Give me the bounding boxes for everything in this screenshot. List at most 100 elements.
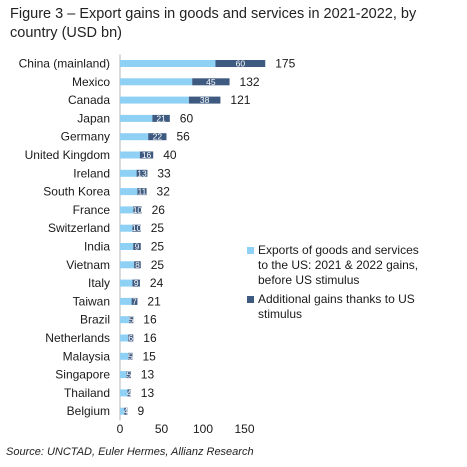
category-label-vietnam: Vietnam — [66, 258, 110, 272]
category-label-netherlands: Netherlands — [45, 331, 110, 345]
bar-before-stimulus-malaysia — [120, 352, 129, 360]
category-label-india: India — [84, 240, 110, 254]
total-value-united-kingdom: 40 — [163, 148, 177, 162]
additional-gains-value-malaysia: 5 — [128, 351, 133, 361]
additional-gains-value-canada: 38 — [200, 95, 210, 105]
additional-gains-value-switzerland: 10 — [132, 223, 142, 233]
total-value-singapore: 13 — [141, 368, 155, 382]
total-value-taiwan: 21 — [147, 294, 161, 308]
additional-gains-value-china-mainland: 60 — [236, 59, 246, 69]
bar-additional-gains-ireland — [136, 169, 148, 177]
bar-additional-gains-united-kingdom — [139, 151, 154, 159]
total-value-mexico: 132 — [240, 75, 260, 89]
x-tick-label-150: 150 — [234, 422, 254, 436]
additional-gains-value-singapore: 5 — [126, 370, 131, 380]
total-value-brazil: 16 — [143, 313, 157, 327]
bar-before-stimulus-singapore — [120, 371, 127, 379]
category-label-ireland: Ireland — [73, 166, 110, 180]
bar-before-stimulus-vietnam — [120, 261, 135, 269]
category-label-brazil: Brazil — [80, 313, 110, 327]
bar-additional-gains-germany — [148, 133, 167, 141]
bar-before-stimulus-thailand — [120, 389, 128, 397]
bar-before-stimulus-france — [120, 206, 134, 214]
category-label-germany: Germany — [61, 130, 110, 144]
category-label-japan: Japan — [77, 111, 110, 125]
category-label-thailand: Thailand — [64, 386, 110, 400]
bar-additional-gains-thailand — [127, 389, 131, 397]
bar-additional-gains-mexico — [192, 78, 230, 86]
additional-gains-value-belgium: 4 — [123, 406, 128, 416]
bar-additional-gains-south-korea — [137, 188, 147, 196]
bar-additional-gains-netherlands — [128, 334, 134, 342]
bar-before-stimulus-ireland — [120, 169, 137, 177]
bar-before-stimulus-belgium — [120, 407, 125, 415]
additional-gains-value-netherlands: 6 — [128, 333, 133, 343]
bar-additional-gains-brazil — [129, 316, 134, 324]
additional-gains-value-italy: 9 — [134, 278, 139, 288]
bar-additional-gains-singapore — [126, 371, 131, 379]
category-label-belgium: Belgium — [67, 404, 110, 418]
bar-additional-gains-india — [133, 243, 141, 250]
total-value-germany: 56 — [176, 130, 190, 144]
additional-gains-value-vietnam: 8 — [135, 260, 140, 270]
additional-gains-value-japan: 21 — [156, 113, 166, 123]
total-value-switzerland: 25 — [151, 221, 165, 235]
bar-before-stimulus-germany — [120, 133, 149, 141]
category-label-south-korea: South Korea — [43, 185, 110, 199]
additional-gains-value-united-kingdom: 16 — [142, 150, 152, 160]
bar-before-stimulus-south-korea — [120, 188, 138, 196]
bar-additional-gains-belgium — [124, 407, 128, 415]
category-label-switzerland: Switzerland — [48, 221, 110, 235]
total-value-thailand: 13 — [141, 386, 155, 400]
total-value-netherlands: 16 — [143, 331, 157, 345]
total-value-india: 25 — [151, 240, 165, 254]
bar-additional-gains-china-mainland — [215, 60, 266, 67]
bar-before-stimulus-taiwan — [120, 297, 132, 305]
category-label-france: France — [73, 203, 111, 217]
bar-before-stimulus-italy — [120, 279, 133, 287]
total-value-south-korea: 32 — [157, 185, 171, 199]
category-label-united-kingdom: United Kingdom — [25, 148, 110, 162]
legend-swatch-before-stimulus — [247, 247, 254, 254]
bar-additional-gains-vietnam — [134, 261, 141, 269]
additional-gains-value-brazil: 5 — [129, 315, 134, 325]
bar-additional-gains-canada — [188, 96, 221, 104]
total-value-china-mainland: 175 — [275, 57, 295, 71]
additional-gains-value-thailand: 4 — [127, 388, 132, 398]
bar-before-stimulus-china-mainland — [120, 60, 216, 67]
legend-label-before-stimulus: Exports of goods and services to the US: … — [258, 243, 419, 287]
bar-additional-gains-italy — [132, 279, 140, 287]
additional-gains-value-mexico: 45 — [206, 77, 216, 87]
category-label-china-mainland: China (mainland) — [19, 57, 110, 71]
bar-before-stimulus-canada — [120, 96, 189, 104]
total-value-france: 26 — [152, 203, 166, 217]
chart-title: Figure 3 – Export gains in goods and ser… — [10, 6, 417, 41]
total-value-japan: 60 — [180, 111, 194, 125]
total-value-vietnam: 25 — [151, 258, 165, 272]
bar-before-stimulus-switzerland — [120, 224, 133, 232]
total-value-ireland: 33 — [157, 166, 171, 180]
legend-swatch-additional-gains — [247, 296, 254, 303]
total-value-canada: 121 — [230, 93, 250, 107]
x-tick-label-0: 0 — [117, 422, 124, 436]
bar-additional-gains-france — [133, 206, 142, 214]
additional-gains-value-france: 10 — [133, 205, 143, 215]
bar-before-stimulus-mexico — [120, 78, 193, 86]
bar-before-stimulus-india — [120, 243, 134, 250]
total-value-belgium: 9 — [137, 404, 144, 418]
category-label-malaysia: Malaysia — [63, 349, 111, 363]
additional-gains-value-india: 9 — [135, 242, 140, 252]
x-tick-label-50: 50 — [155, 422, 169, 436]
x-tick-label-100: 100 — [193, 422, 213, 436]
category-label-italy: Italy — [88, 276, 110, 290]
bar-before-stimulus-brazil — [120, 316, 130, 324]
total-value-italy: 24 — [150, 276, 164, 290]
additional-gains-value-germany: 22 — [153, 132, 163, 142]
bar-additional-gains-switzerland — [132, 224, 141, 232]
bar-before-stimulus-japan — [120, 114, 153, 122]
legend-label-additional-gains: Additional gains thanks to US stimulus — [258, 292, 415, 321]
category-label-canada: Canada — [68, 93, 110, 107]
additional-gains-value-taiwan: 7 — [132, 296, 137, 306]
